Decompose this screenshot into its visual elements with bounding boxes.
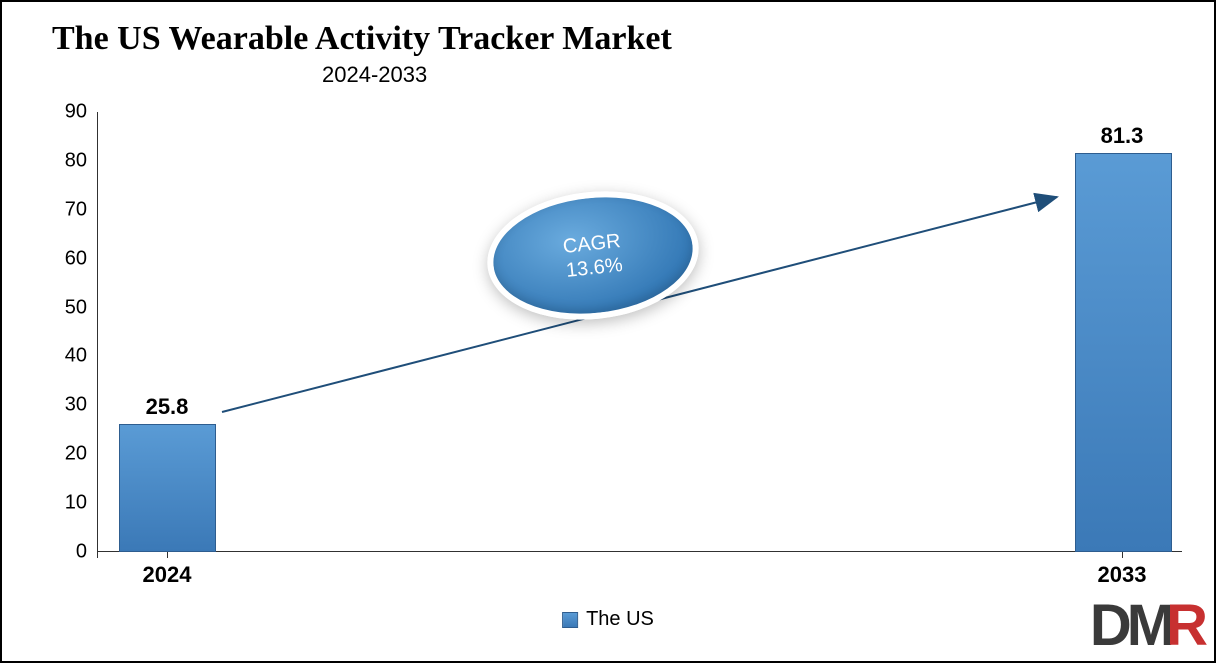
ytick-20: 20 [65, 443, 87, 466]
ytick-80: 80 [65, 149, 87, 172]
ytick-50: 50 [65, 296, 87, 319]
chart-frame: The US Wearable Activity Tracker Market … [0, 0, 1216, 663]
legend-label: The US [586, 608, 654, 631]
cat-label-2024: 2024 [143, 562, 192, 588]
logo-dmr: DMR [1090, 597, 1204, 655]
ytick-0: 0 [76, 541, 87, 564]
logo-r: R [1166, 597, 1204, 655]
ytick-30: 30 [65, 394, 87, 417]
xtick-2033 [1122, 552, 1123, 558]
chart-subtitle: 2024-2033 [322, 62, 427, 88]
growth-arrow [97, 112, 1182, 552]
cagr-value: 13.6% [565, 253, 624, 283]
plot-area: 0 10 20 30 40 50 60 70 80 90 25.8 81.3 2… [97, 112, 1182, 552]
legend-swatch [562, 612, 578, 628]
legend: The US [562, 608, 654, 631]
ytick-40: 40 [65, 345, 87, 368]
xtick-2024 [167, 552, 168, 558]
chart-title: The US Wearable Activity Tracker Market [52, 20, 672, 58]
ytick-90: 90 [65, 101, 87, 124]
logo-m: M [1127, 597, 1171, 655]
logo-d: D [1090, 597, 1128, 655]
xtick-origin [97, 552, 98, 558]
ytick-70: 70 [65, 198, 87, 221]
ytick-60: 60 [65, 247, 87, 270]
cat-label-2033: 2033 [1098, 562, 1147, 588]
ytick-10: 10 [65, 492, 87, 515]
